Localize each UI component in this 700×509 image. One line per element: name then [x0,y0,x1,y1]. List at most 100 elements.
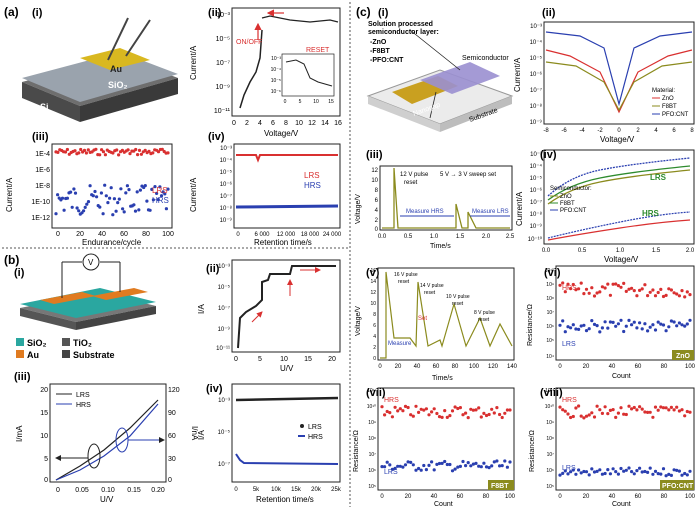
hrs-point [458,406,462,410]
xtick: 20k [311,487,322,493]
ytick: 10⁻⁵ [530,55,543,62]
ytick: 10⁻⁷ [220,193,232,200]
legend-lrs-a-iv: LRS [304,171,320,180]
hrs-point [127,188,131,192]
label-b-iv: (iv) [206,383,223,395]
xlabel-a-iii: Endurance/cycle [82,238,142,247]
lrs-point [635,469,639,473]
c-iii-mhrs: Measure HRS [406,209,444,215]
scatter-c-vii [380,404,512,473]
label-b-ii: (ii) [206,263,220,275]
xticks-c-iv: 0.0 0.5 1.0 1.5 2.0 [542,248,695,254]
hrs-point [414,404,418,408]
hrs-point [56,193,60,197]
xtick: 80 [483,494,490,500]
lrs-point [627,318,631,322]
hrs-point [385,409,389,414]
hrs-point [448,414,452,418]
xtick: 4 [258,120,262,127]
hrs-point [635,294,639,298]
plot-frame-b-ii [231,259,341,353]
xtick: 0 [558,364,562,370]
lrs-point [685,473,689,477]
hrs-point [614,415,618,419]
lrs-point [466,461,470,465]
hrs-point [398,407,402,411]
legend-au: Au [27,350,39,360]
xtick: 10k [271,487,282,493]
ytick: 120 [168,387,180,394]
lrs-point [577,468,581,472]
ytick: 5 [44,456,48,463]
hrs-point [643,410,647,414]
yticks-a-iii: 1E-4 1E-6 1E-8 1E-10 1E-12 [31,151,50,222]
hrs-point [456,406,460,411]
c-viii-tag: PFO:CNT [662,483,694,490]
lrs-point [632,320,636,324]
scatter-c-viii [558,404,692,478]
c-iii-mlrs: Measure LRS [472,209,509,215]
ytick: 90 [168,410,176,417]
hrs-point [450,409,455,413]
hrs-point [143,184,147,188]
lrs-point [608,320,613,324]
c-viii-lrs: LRS [562,465,576,472]
lrs-point [587,473,591,477]
hrs-point [683,295,687,299]
xticks-a-iv: 0 6 000 12 000 18 000 24 000 [236,232,342,238]
ytick: 10⁻⁹ [530,223,543,230]
c-iv-hrs-pfo [547,211,691,239]
lrs-point [424,468,428,472]
hrs-point [592,415,597,419]
xtick: 40 [431,494,438,500]
xtick: 0 [617,128,621,134]
hrs-point [680,408,684,412]
xtick: 0.15 [127,487,141,494]
xtick: 2.5 [506,234,515,240]
hrs-point [116,201,120,205]
xtick: -4 [579,128,585,134]
xtick: 12 [308,120,316,127]
ytick: 4 [373,334,376,340]
xtick: -8 [543,128,549,134]
xtick: 0.20 [151,487,165,494]
hrs-point [590,286,594,290]
hrs-point [677,409,682,413]
ytick: 10⁻⁸ [530,211,543,218]
ytick: 10⁻⁷ [218,305,230,312]
lrs-point [137,148,142,152]
lrs-point [667,325,671,329]
lrs-point [661,467,666,471]
c-vi-hrs: HRS [562,285,577,292]
hrs-point [600,285,605,289]
ytick: 12 [370,290,376,296]
ytick: 6 [373,323,376,329]
ytick: 1E-12 [31,215,50,222]
lrs-point [139,152,143,156]
lrs-point [469,464,473,468]
hrs-point [88,184,92,188]
ytick: 10⁻⁷ [530,87,542,94]
yticks-c-iii: 12 10 8 6 4 2 0 [371,168,378,233]
c-v-ann-set: Set [418,316,427,322]
c-v-ann-8r: reset [478,317,490,323]
hrs-point [474,408,478,412]
xlabel-a-ii: Voltage/V [264,129,299,138]
xtick: 100 [505,494,516,500]
hrs-point [54,212,58,216]
lrs-point [388,463,392,467]
xtick: 5 [299,99,302,105]
c-iv-legend-pfo: PFO:CNT [560,208,587,214]
hrs-point [677,294,682,298]
lrs-point [396,464,400,468]
c-i-title: Solution processed [368,21,433,28]
onoff-label: ON/OFF [236,39,262,46]
lrs-point [595,324,599,328]
lrs-point [383,465,387,469]
xtick: 0 [56,231,60,238]
hrs-point [155,191,159,195]
lrs-line-a-iv [236,154,338,163]
ytick: 60 [168,433,176,440]
xtick: 120 [488,364,499,370]
